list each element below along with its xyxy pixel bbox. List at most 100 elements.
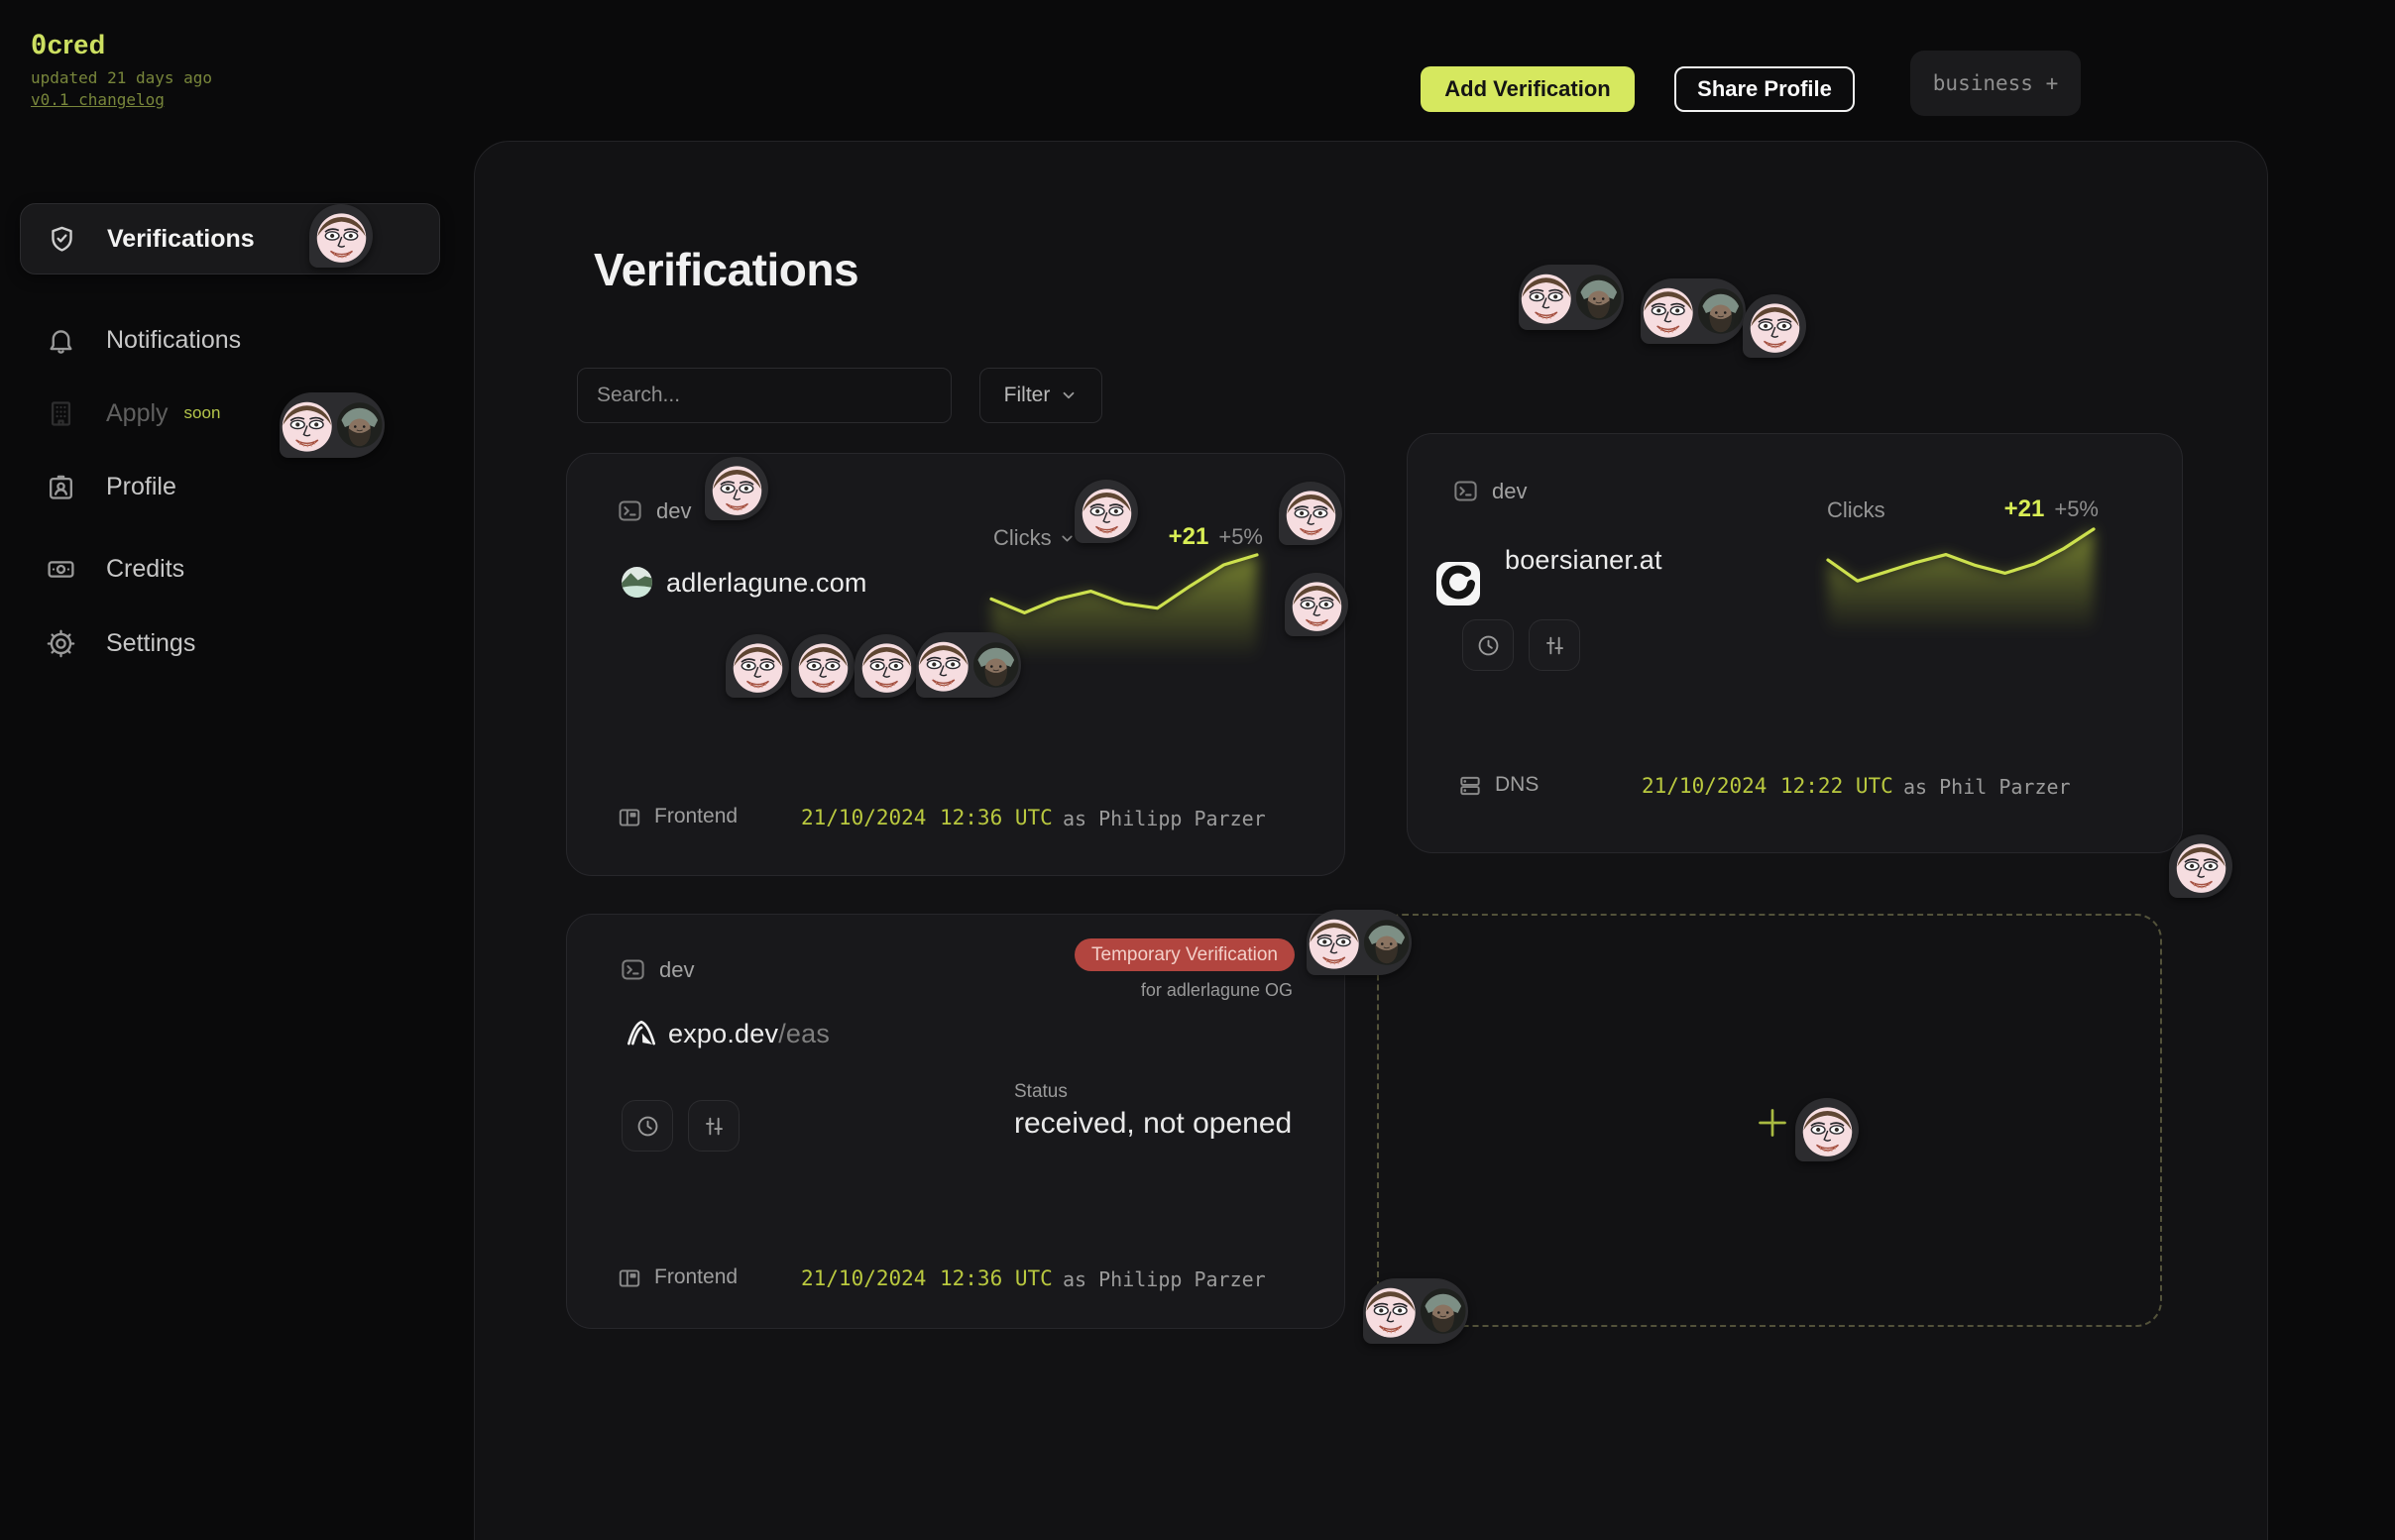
presence-avatar <box>791 634 855 698</box>
terminal-icon <box>619 500 641 521</box>
face-avatar <box>860 642 912 694</box>
presence-avatar <box>1285 573 1348 636</box>
expo-logo-icon <box>627 1020 656 1045</box>
env-label: dev <box>1492 478 1528 503</box>
card-meta: DNS 21/10/2024 12:22 UTC as Phil Parzer <box>1408 771 2182 801</box>
sidebar-item-label: Credits <box>106 554 185 583</box>
clock-icon <box>637 1116 657 1136</box>
sidebar-item-notifications[interactable]: Notifications <box>20 315 440 365</box>
face-avatar <box>711 465 762 516</box>
verification-card-expo[interactable]: dev Temporary Verification for adlerlagu… <box>566 914 1345 1329</box>
verification-date: 21/10/2024 <box>801 1266 927 1290</box>
building-icon <box>51 400 71 426</box>
source-label: Frontend <box>654 1265 739 1288</box>
env-label: dev <box>659 956 695 982</box>
beard-avatar <box>336 401 384 449</box>
metric-dropdown[interactable]: Clicks <box>993 525 1076 551</box>
face-avatar <box>1291 581 1342 632</box>
sidebar-item-label: Verifications <box>107 224 255 253</box>
frontend-icon <box>619 1269 640 1287</box>
verification-author: as Philipp Parzer <box>1063 807 1266 830</box>
sidebar-item-verifications[interactable]: Verifications <box>20 203 440 275</box>
face-avatar <box>1749 302 1800 354</box>
env-label: dev <box>656 497 692 523</box>
presence-avatar-pair <box>280 392 385 458</box>
business-button[interactable]: business + <box>1910 51 2081 116</box>
sliders-icon <box>1545 636 1563 654</box>
sidebar-item-label: Apply <box>106 398 169 427</box>
face-avatar <box>1642 286 1694 339</box>
id-card-icon <box>50 475 72 499</box>
face-avatar <box>1801 1106 1853 1157</box>
bell-icon <box>50 329 72 354</box>
face-avatar <box>1364 1286 1417 1339</box>
chevron-down-icon <box>1063 391 1075 399</box>
status-value: received, not opened <box>1014 1107 1293 1140</box>
filter-label: Filter <box>1003 384 1051 406</box>
status-label: Status <box>1014 1081 1068 1102</box>
sidebar-item-settings[interactable]: Settings <box>20 618 440 668</box>
metric-values: +21 +5% <box>2004 495 2099 523</box>
share-profile-button[interactable]: Share Profile <box>1674 66 1855 112</box>
card-meta: Frontend 21/10/2024 12:36 UTC as Philipp… <box>567 803 1344 832</box>
clicks-sparkline <box>1826 527 2096 634</box>
presence-avatar <box>705 457 768 520</box>
presence-avatar <box>309 204 373 268</box>
domain-name: expo.dev/eas <box>668 1019 831 1048</box>
search-input[interactable] <box>577 368 952 423</box>
main-panel: Verifications Filter dev Clicks +21 +5% <box>474 141 2268 1540</box>
face-avatar <box>917 640 969 693</box>
face-avatar <box>797 642 849 694</box>
verification-time: 12:36 UTC <box>940 1266 1053 1290</box>
terminal-icon <box>1454 481 1477 501</box>
sidebar-item-credits[interactable]: Credits <box>20 544 440 594</box>
face-avatar <box>281 400 333 453</box>
add-verification-button[interactable]: Add Verification <box>1421 66 1635 112</box>
face-avatar <box>2175 842 2226 894</box>
filter-button[interactable]: Filter <box>979 368 1102 423</box>
presence-avatar-pair <box>1307 910 1412 975</box>
site-favicon <box>1436 562 1480 605</box>
verification-author: as Philipp Parzer <box>1063 1267 1266 1291</box>
face-avatar <box>732 642 783 694</box>
gear-icon <box>47 629 75 657</box>
source-label: DNS <box>1495 773 1540 796</box>
sidebar-item-profile[interactable]: Profile <box>20 462 440 511</box>
card-meta: Frontend 21/10/2024 12:36 UTC as Philipp… <box>567 1264 1344 1293</box>
header-actions: Add Verification Share Profile business … <box>1421 51 2081 116</box>
env-row: dev <box>1452 478 1527 504</box>
sliders-icon <box>705 1117 723 1135</box>
face-avatar <box>1081 488 1132 539</box>
verification-date: 21/10/2024 <box>1642 774 1768 798</box>
settings-sliders-button[interactable] <box>688 1100 740 1152</box>
history-button[interactable] <box>622 1100 673 1152</box>
history-button[interactable] <box>1462 619 1514 671</box>
face-avatar <box>315 212 367 264</box>
presence-avatar <box>726 634 789 698</box>
updated-text: updated 21 days ago <box>31 68 213 87</box>
clicks-sparkline <box>989 553 1259 660</box>
domain-name: boersianer.at <box>1505 545 1662 575</box>
sidebar-item-apply[interactable]: Apply soon <box>20 388 440 438</box>
soon-badge: soon <box>183 403 221 422</box>
presence-avatar <box>1075 480 1138 543</box>
toolbar: Filter <box>577 368 1102 423</box>
delta-percent: +5% <box>2054 496 2099 521</box>
page-title: Verifications <box>594 244 859 295</box>
frontend-icon <box>619 809 640 826</box>
clock-icon <box>1478 635 1498 655</box>
chevron-down-icon <box>1062 535 1073 541</box>
metric-values: +21 +5% <box>1169 523 1263 551</box>
badge-subtext: for adlerlagune OG <box>1140 980 1293 1000</box>
changelog-link[interactable]: v0.1 changelog <box>31 90 165 109</box>
metric-label: Clicks <box>1827 497 1885 522</box>
plus-icon <box>1759 1109 1786 1137</box>
add-verification-card[interactable] <box>1377 914 2162 1327</box>
delta-value: +21 <box>2003 495 2045 522</box>
domain-suffix: /eas <box>778 1019 831 1048</box>
verification-card-boersianer[interactable]: dev Clicks +21 +5% boersianer.at DNS <box>1407 433 2183 853</box>
face-avatar <box>1285 490 1336 541</box>
settings-sliders-button[interactable] <box>1529 619 1580 671</box>
env-row: dev <box>620 956 694 983</box>
face-avatar <box>1308 918 1360 970</box>
